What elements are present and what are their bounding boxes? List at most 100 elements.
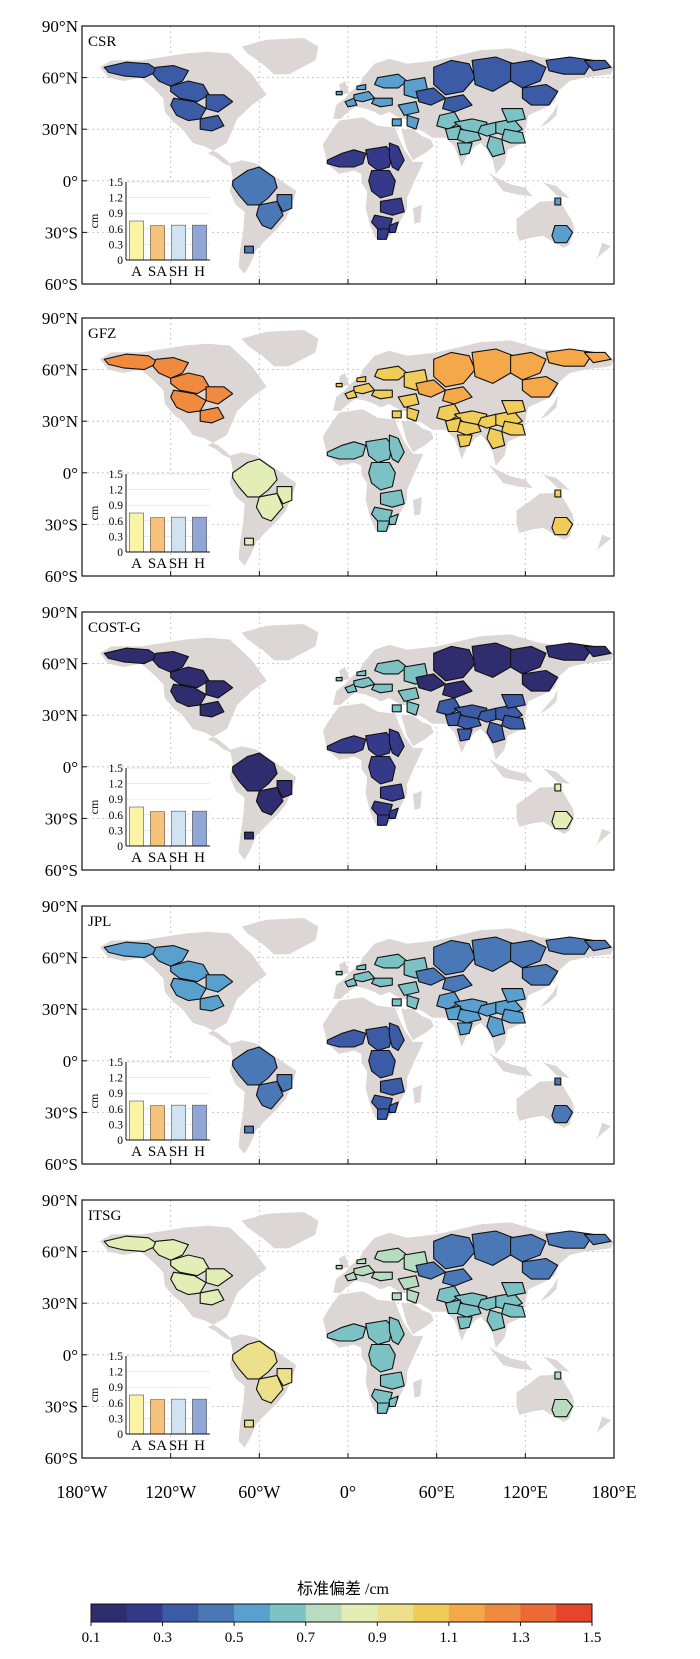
inset-x-tick-label: A [131,1144,142,1160]
y-tick-label: 60°N [42,69,78,88]
basin-south-asia-3 [456,128,482,144]
land-arabia-land [401,129,434,161]
basin-africa-4 [379,197,405,216]
basin-europe-4 [344,389,358,400]
inset-y-tick-label: 1.2 [109,779,124,791]
y-tick-label: 90°N [42,309,78,328]
basin-north-america-0 [103,61,160,79]
land-madagascar [413,1084,422,1104]
basin-australia-0 [551,1398,574,1418]
inset-bar-a [129,1394,144,1435]
inset-bar-h [192,1104,207,1141]
land-greenland [241,1212,319,1249]
basin-africa-1 [365,1025,393,1052]
inset-x-tick-label: A [131,850,142,866]
basin-north-america-4 [205,1268,234,1287]
basin-south-asia-3 [456,1008,482,1024]
basin-siberia-2 [510,59,547,89]
basin-amazon-3 [244,1125,254,1134]
basin-europe-6 [406,1288,420,1304]
y-tick-label: 60°S [45,1449,78,1468]
basin-africa-6 [377,814,390,826]
basin-siberia-2 [510,351,547,381]
basin-africa-6 [377,1108,390,1120]
basin-north-america-4 [205,680,234,699]
y-tick-label: 0° [63,758,78,777]
basin-siberia-0 [433,939,476,976]
basin-south-asia-7 [501,988,526,1003]
colorbar-swatch [198,1604,235,1622]
basin-africa-7 [388,1395,399,1407]
land-madagascar [413,1378,422,1398]
basin-siberia-6 [415,379,447,398]
basin-siberia-5 [583,1233,612,1246]
basin-europe-5 [397,393,420,408]
colorbar-swatch [484,1604,521,1622]
inset-y-tick-label: 0.6 [109,1398,124,1410]
basin-north-america-5 [199,700,225,718]
land-new-guinea [543,768,570,784]
colorbar-swatch [269,1604,307,1622]
land-indonesia [488,1346,533,1371]
inset-bar-sa [150,225,165,261]
basin-amazon-3 [244,537,254,546]
inset-y-label: cm [87,1093,101,1108]
basin-north-america-4 [205,94,234,113]
basin-siberia-7 [442,94,473,113]
basin-europe-0 [374,73,408,89]
inset-bar-a [129,806,144,847]
panel-title: JPL [88,914,111,930]
inset-bar-a [129,220,144,261]
inset-x-tick-label: SA [148,1438,167,1454]
basin-africa-3 [368,169,396,199]
colorbar-swatch [234,1604,271,1622]
basin-europe-3 [371,97,393,108]
colorbar-tick-label: 1.1 [439,1630,458,1646]
inset-y-tick-label: 0 [117,1429,123,1441]
colorbar-swatch [520,1604,557,1622]
inset-x-tick-label: SH [169,850,188,866]
basins [103,936,612,1134]
colorbar: 标准偏差 /cm 0.1 0.3 0.5 0.7 0.9 1.1 1.3 1.5 [82,1580,602,1646]
inset-bar-chart: 0 0.3 0.6 0.9 1.2 1.5 cm A SA SH H [87,763,210,866]
colorbar-swatch [305,1604,342,1622]
basin-siberia-3 [521,83,559,106]
basin-africa-0 [326,441,367,460]
basin-south-asia-7 [501,108,526,123]
inset-bar-h [192,224,207,261]
colorbar-swatch [556,1604,593,1622]
y-tick-label: 30°S [45,515,78,534]
y-tick-label: 90°N [42,897,78,916]
basin-australia-0 [551,1104,574,1124]
colorbar-tick-label: 0.3 [153,1630,172,1646]
basin-africa-1 [365,145,393,172]
basin-africa-1 [365,437,393,464]
colorbar-swatch [91,1604,128,1622]
basin-africa-2 [388,728,405,758]
basin-north-america-3 [170,683,207,708]
basin-siberia-2 [510,939,547,969]
basin-africa-4 [379,783,405,802]
colorbar-swatches [90,1603,593,1623]
basin-europe-5 [397,981,420,996]
basin-south-asia-9 [501,420,526,436]
basin-siberia-5 [583,351,612,364]
basin-south-asia-7 [501,400,526,415]
basin-siberia-0 [433,1233,476,1270]
basin-siberia-4 [545,1230,594,1249]
inset-y-tick-label: 0.6 [109,224,124,236]
basin-south-asia-4 [456,434,473,448]
basin-south-asia-7 [501,694,526,709]
basin-amazon-0 [232,1340,278,1380]
basin-europe-0 [374,365,408,381]
basin-europe-9 [391,118,402,127]
basin-africa-4 [379,489,405,508]
basin-africa-3 [368,755,396,785]
basin-north-america-2 [170,1254,210,1277]
inset-x-tick-label: A [131,264,142,280]
basin-europe-6 [406,700,420,716]
basin-europe-8 [356,375,367,383]
inset-y-tick-label: 0.3 [109,1119,124,1131]
basins [103,642,612,840]
basin-south-asia-4 [456,142,473,156]
